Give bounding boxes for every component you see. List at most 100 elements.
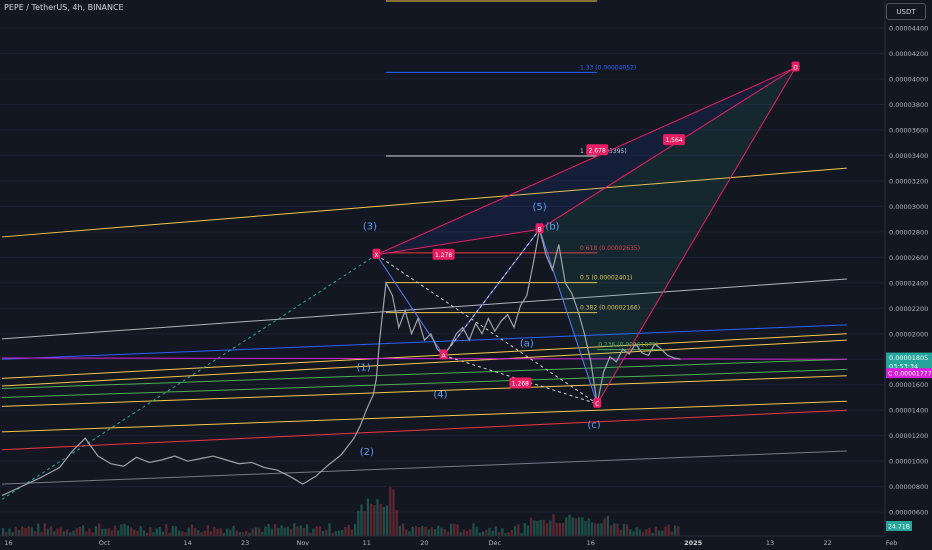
- volume-bar: [2, 528, 5, 536]
- volume-bar: [600, 523, 603, 536]
- pattern-point-label: A: [442, 352, 447, 359]
- volume-bar: [616, 523, 619, 536]
- trend-line: [1, 278, 847, 340]
- volume-bar: [357, 510, 360, 536]
- volume-bar: [267, 523, 270, 536]
- volume-bar: [648, 527, 651, 536]
- volume-bar: [395, 509, 398, 536]
- volume-bar: [315, 526, 318, 536]
- price-axis-tick: 0.00003200: [889, 177, 928, 185]
- volume-bar: [360, 504, 363, 536]
- volume-bar: [622, 523, 625, 536]
- currency-selector[interactable]: USDT: [886, 3, 926, 20]
- volume-bar: [434, 529, 437, 536]
- trend-line: [1, 375, 847, 407]
- volume-bar: [619, 529, 622, 536]
- volume-bar: [296, 526, 299, 536]
- volume-bar: [389, 487, 392, 536]
- volume-bar: [498, 532, 501, 536]
- trend-line: [1, 368, 847, 398]
- volume-bar: [494, 526, 497, 536]
- time-axis-tick: 22: [823, 539, 831, 547]
- volume-bar: [558, 522, 561, 536]
- volume-bar: [482, 531, 485, 536]
- pattern-segment: [376, 228, 540, 256]
- wave-label: (3): [363, 221, 377, 232]
- volume-bar: [584, 521, 587, 536]
- price-axis[interactable]: [885, 0, 932, 550]
- volume-bar: [469, 529, 472, 536]
- time-axis-tick: 16: [587, 539, 595, 547]
- volume-bar: [427, 529, 430, 536]
- volume-bar: [594, 523, 597, 536]
- volume-bar: [130, 527, 133, 536]
- time-axis-tick: 23: [241, 539, 249, 547]
- volume-bar: [549, 520, 552, 536]
- wave-label: (1): [357, 363, 371, 374]
- volume-bar: [661, 530, 664, 536]
- volume-bar: [94, 526, 97, 536]
- time-axis[interactable]: [0, 536, 885, 550]
- volume-bar: [629, 529, 632, 536]
- volume-bar: [638, 529, 641, 536]
- volume-bar: [59, 527, 62, 536]
- volume-bar: [578, 517, 581, 536]
- volume-bar: [178, 530, 181, 536]
- volume-bar: [283, 527, 286, 536]
- volume-bar: [491, 530, 494, 536]
- volume-bar: [555, 522, 558, 536]
- volume-bar: [11, 532, 14, 536]
- trend-line: [1, 358, 847, 390]
- volume-bar: [562, 522, 565, 536]
- price-countdown: 03:53:34: [889, 363, 918, 371]
- volume-bar: [245, 531, 248, 536]
- volume-bar: [651, 532, 654, 536]
- volume-bar: [306, 524, 309, 536]
- pattern-point-c: [593, 397, 602, 408]
- volume-bar: [533, 520, 536, 536]
- volume-bar: [280, 525, 283, 536]
- volume-bar: [530, 517, 533, 536]
- volume-bar: [504, 532, 507, 536]
- volume-bar: [258, 527, 261, 536]
- volume-bar: [370, 503, 373, 536]
- volume-bar: [117, 530, 120, 536]
- volume-bar: [213, 526, 216, 536]
- volume-bar: [75, 528, 78, 536]
- volume-bar: [235, 530, 238, 536]
- price-axis-tick: 0.00003000: [889, 203, 928, 211]
- volume-bar: [78, 526, 81, 536]
- volume-bar: [184, 532, 187, 536]
- volume-bar: [171, 525, 174, 536]
- volume-bar: [104, 528, 107, 536]
- pattern-ratio-label: 1.268: [512, 380, 529, 387]
- volume-bar: [5, 531, 8, 536]
- pattern-ratio-label: 2.678: [589, 147, 606, 154]
- c-price-tag: [886, 368, 932, 379]
- volume-bar: [597, 523, 600, 536]
- volume-bar: [446, 531, 449, 536]
- fib-level-label: 0.5 (0.00002401): [580, 275, 632, 282]
- volume-bar: [229, 529, 232, 536]
- trend-line: [1, 333, 847, 379]
- volume-bar: [635, 527, 638, 536]
- volume-bar: [485, 529, 488, 536]
- volume-bar: [21, 526, 24, 536]
- pattern-point-label: C: [595, 401, 599, 408]
- volume-bar: [459, 532, 462, 536]
- volume-bar: [146, 532, 149, 536]
- volume-bar: [424, 526, 427, 536]
- time-axis-tick: Nov: [296, 539, 309, 547]
- pattern-fill-bcd: [539, 67, 796, 404]
- volume-bar: [174, 526, 177, 536]
- volume-bar: [168, 532, 171, 536]
- volume-bar: [392, 489, 395, 536]
- volume-bar: [286, 526, 289, 536]
- pattern-ratio-label: 1.564: [665, 137, 682, 144]
- volume-bar: [478, 532, 481, 536]
- volume-bar: [299, 525, 302, 536]
- volume-bar: [539, 519, 542, 536]
- volume-tag: [886, 521, 912, 531]
- trend-line: [1, 357, 847, 360]
